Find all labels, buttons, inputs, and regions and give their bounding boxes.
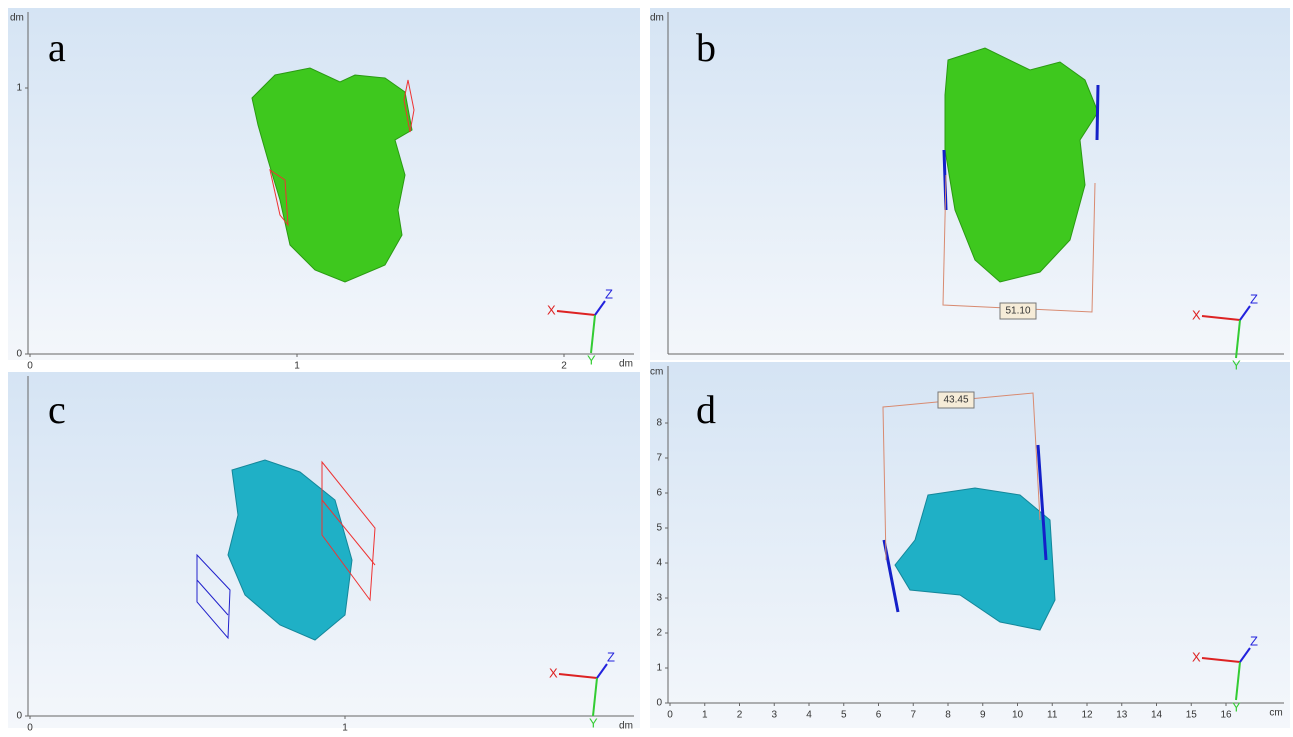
y-tick-label: 6 bbox=[656, 488, 662, 499]
x-tick-label: 12 bbox=[1081, 710, 1093, 721]
x-tick-label: 16 bbox=[1220, 710, 1232, 721]
x-tick-label: 7 bbox=[910, 710, 916, 721]
x-tick-label: 1 bbox=[702, 710, 708, 721]
triad-x-label: X bbox=[1192, 649, 1201, 664]
y-tick-label: 0 bbox=[16, 711, 22, 722]
x-tick-label: 0 bbox=[667, 710, 673, 721]
x-tick-label: 0 bbox=[27, 361, 33, 372]
measurement: 51.10 bbox=[1005, 306, 1030, 317]
triad-y-label: Y bbox=[587, 352, 596, 367]
triad-z-label: Z bbox=[1250, 291, 1258, 306]
y-tick-label: 3 bbox=[656, 593, 662, 604]
triad-x-label: X bbox=[1192, 307, 1201, 322]
x-tick-label: 2 bbox=[737, 710, 743, 721]
x-tick-label: 8 bbox=[945, 710, 951, 721]
page: admdm01012XYZbdmXYZ51.10cdm001XYZdcmcm01… bbox=[0, 0, 1293, 737]
y-tick-label: 4 bbox=[656, 558, 662, 569]
y-tick-label: 8 bbox=[656, 418, 662, 429]
x-tick-label: 13 bbox=[1116, 710, 1128, 721]
triad-x-label: X bbox=[547, 302, 556, 317]
x-tick-label: 4 bbox=[806, 710, 812, 721]
panel-label: c bbox=[48, 387, 66, 432]
triad-z-label: Z bbox=[605, 286, 613, 301]
triad-z-label: Z bbox=[607, 649, 615, 664]
y-tick-label: 2 bbox=[656, 628, 662, 639]
x-tick-label: 6 bbox=[876, 710, 882, 721]
y-unit: dm bbox=[650, 13, 664, 24]
y-unit: dm bbox=[10, 13, 24, 24]
panel-label: a bbox=[48, 25, 66, 70]
y-tick-label: 5 bbox=[656, 523, 662, 534]
triad-y-label: Y bbox=[1232, 357, 1241, 372]
triad-x-label: X bbox=[549, 665, 558, 680]
x-unit: dm bbox=[619, 359, 633, 370]
y-tick-label: 0 bbox=[16, 349, 22, 360]
x-tick-label: 1 bbox=[342, 723, 348, 732]
figure: admdm01012XYZbdmXYZ51.10cdm001XYZdcmcm01… bbox=[0, 0, 1293, 732]
x-unit: dm bbox=[619, 721, 633, 732]
x-tick-label: 1 bbox=[294, 361, 300, 372]
y-tick-label: 1 bbox=[16, 83, 22, 94]
x-tick-label: 11 bbox=[1047, 710, 1058, 721]
x-tick-label: 3 bbox=[771, 710, 777, 721]
measurement: 43.45 bbox=[943, 395, 968, 406]
panel-label: d bbox=[696, 387, 716, 432]
triad-y-label: Y bbox=[1232, 699, 1241, 714]
x-unit: cm bbox=[1269, 708, 1282, 719]
panel-label: b bbox=[696, 25, 716, 70]
x-tick-label: 0 bbox=[27, 723, 33, 732]
y-tick-label: 7 bbox=[656, 453, 662, 464]
triad-y-label: Y bbox=[589, 715, 598, 730]
x-tick-label: 5 bbox=[841, 710, 847, 721]
x-tick-label: 14 bbox=[1151, 710, 1163, 721]
y-tick-label: 1 bbox=[656, 663, 662, 674]
x-tick-label: 2 bbox=[561, 361, 567, 372]
x-tick-label: 10 bbox=[1012, 710, 1024, 721]
y-tick-label: 0 bbox=[656, 698, 662, 709]
x-tick-label: 9 bbox=[980, 710, 986, 721]
triad-z-label: Z bbox=[1250, 633, 1258, 648]
y-unit: cm bbox=[650, 367, 663, 378]
x-tick-label: 15 bbox=[1186, 710, 1198, 721]
